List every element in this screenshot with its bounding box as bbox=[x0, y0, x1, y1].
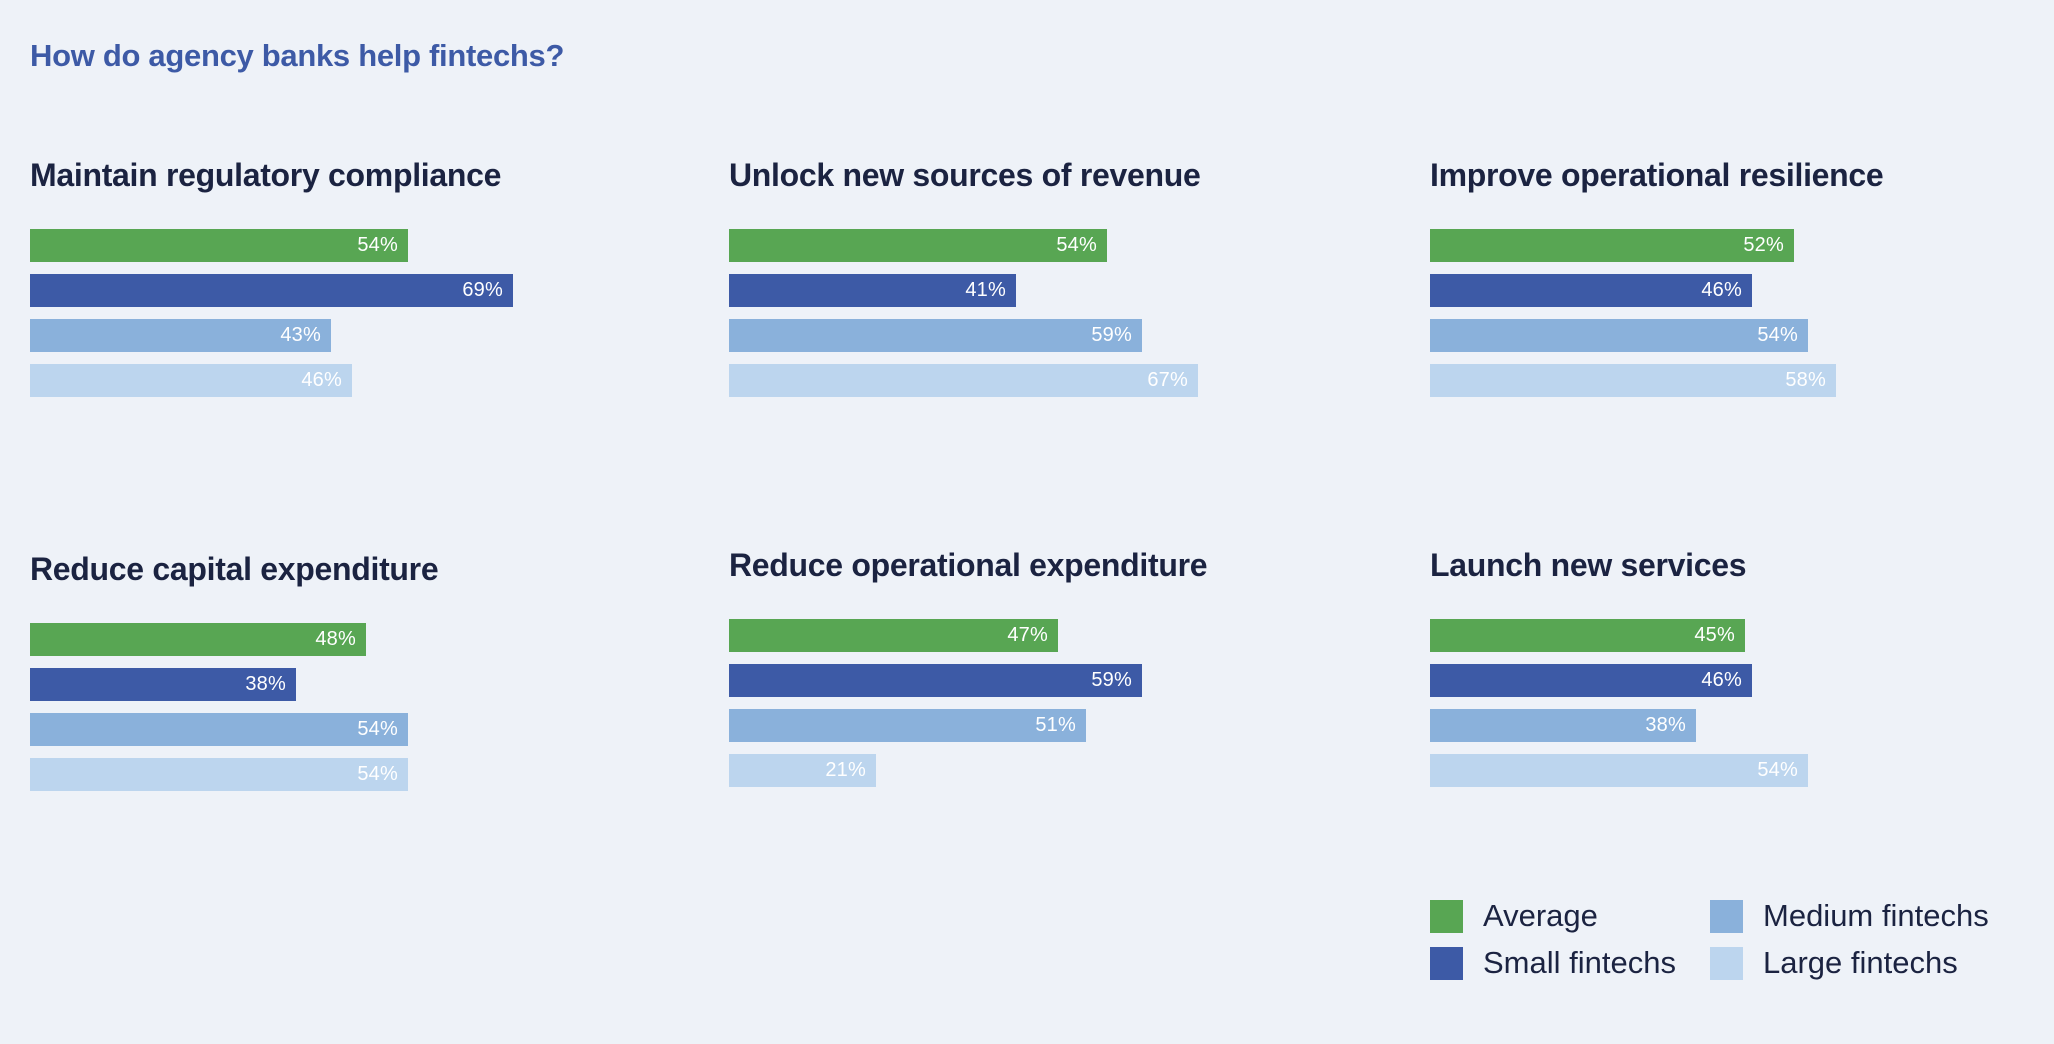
legend-label-large: Large fintechs bbox=[1763, 945, 1958, 980]
bar-value-label: 48% bbox=[315, 628, 356, 650]
bar-average: 47% bbox=[729, 619, 1058, 652]
bar-value-label: 38% bbox=[1645, 714, 1686, 736]
legend-label-small: Small fintechs bbox=[1483, 945, 1676, 980]
bar-small: 38% bbox=[30, 668, 296, 701]
bar-value-label: 67% bbox=[1147, 369, 1188, 391]
chart-title: Reduce capital expenditure bbox=[30, 551, 439, 587]
chart-title: Improve operational resilience bbox=[1430, 157, 1884, 193]
legend-swatch-large bbox=[1710, 946, 1743, 980]
bar-value-label: 54% bbox=[357, 763, 398, 785]
bar-value-label: 59% bbox=[1091, 669, 1132, 691]
bar-large: 67% bbox=[729, 364, 1198, 397]
bar-large: 54% bbox=[1430, 754, 1808, 787]
bar-value-label: 47% bbox=[1007, 624, 1048, 646]
bar-large: 54% bbox=[30, 758, 408, 791]
bar-average: 48% bbox=[30, 623, 366, 656]
bar-value-label: 59% bbox=[1091, 324, 1132, 346]
chart-panel-launch-new-services: Launch new services 45% 46% 38% 54% bbox=[1430, 547, 2050, 827]
chart-panel-reduce-operational-expenditure: Reduce operational expenditure 47% 59% 51% 2… bbox=[729, 547, 1349, 827]
bar-small: 46% bbox=[1430, 664, 1752, 697]
legend-item-small: Small fintechs bbox=[1430, 945, 1676, 981]
bar-medium: 54% bbox=[30, 713, 408, 746]
chart-title: Maintain regulatory compliance bbox=[30, 157, 502, 193]
bar-value-label: 46% bbox=[301, 369, 342, 391]
page-title: How do agency banks help fintechs? bbox=[30, 38, 565, 73]
bar-value-label: 54% bbox=[1757, 759, 1798, 781]
bar-large: 58% bbox=[1430, 364, 1836, 397]
chart-title: Reduce operational expenditure bbox=[729, 547, 1208, 583]
bar-group: 54% 41% 59% 67% bbox=[729, 229, 1349, 409]
chart-title: Launch new services bbox=[1430, 547, 1747, 583]
bar-medium: 38% bbox=[1430, 709, 1696, 742]
chart-panel-reduce-capital-expenditure: Reduce capital expenditure 48% 38% 54% 54% bbox=[30, 551, 650, 831]
bar-group: 45% 46% 38% 54% bbox=[1430, 619, 2050, 799]
chart-panel-improve-operational-resilience: Improve operational resilience 52% 46% 54% 5… bbox=[1430, 157, 2050, 437]
chart-panel-unlock-new-sources-of-revenue: Unlock new sources of revenue 54% 41% 59% 67… bbox=[729, 157, 1349, 437]
bar-small: 59% bbox=[729, 664, 1142, 697]
bar-average: 54% bbox=[30, 229, 408, 262]
bar-value-label: 38% bbox=[245, 673, 286, 695]
bar-value-label: 46% bbox=[1701, 279, 1742, 301]
legend-swatch-medium bbox=[1710, 899, 1743, 933]
bar-medium: 54% bbox=[1430, 319, 1808, 352]
bar-group: 48% 38% 54% 54% bbox=[30, 623, 650, 803]
bar-large: 46% bbox=[30, 364, 352, 397]
bar-small: 46% bbox=[1430, 274, 1752, 307]
bar-medium: 51% bbox=[729, 709, 1086, 742]
bar-large: 21% bbox=[729, 754, 876, 787]
bar-value-label: 54% bbox=[357, 234, 398, 256]
bar-value-label: 69% bbox=[462, 279, 503, 301]
bar-value-label: 54% bbox=[1757, 324, 1798, 346]
bar-average: 54% bbox=[729, 229, 1107, 262]
legend-swatch-small bbox=[1430, 946, 1463, 980]
legend-item-medium: Medium fintechs bbox=[1710, 898, 1989, 934]
bar-value-label: 41% bbox=[965, 279, 1006, 301]
bar-medium: 43% bbox=[30, 319, 331, 352]
legend-label-medium: Medium fintechs bbox=[1763, 898, 1989, 933]
bar-value-label: 52% bbox=[1743, 234, 1784, 256]
bar-group: 47% 59% 51% 21% bbox=[729, 619, 1349, 799]
bar-value-label: 46% bbox=[1701, 669, 1742, 691]
bar-group: 52% 46% 54% 58% bbox=[1430, 229, 2050, 409]
bar-group: 54% 69% 43% 46% bbox=[30, 229, 650, 409]
legend-item-average: Average bbox=[1430, 898, 1598, 934]
legend-item-large: Large fintechs bbox=[1710, 945, 1958, 981]
bar-value-label: 21% bbox=[825, 759, 866, 781]
bar-value-label: 54% bbox=[357, 718, 398, 740]
bar-value-label: 45% bbox=[1694, 624, 1735, 646]
bar-medium: 59% bbox=[729, 319, 1142, 352]
chart-title: Unlock new sources of revenue bbox=[729, 157, 1201, 193]
bar-value-label: 58% bbox=[1785, 369, 1826, 391]
chart-panel-maintain-regulatory-compliance: Maintain regulatory compliance 54% 69% 43% 4… bbox=[30, 157, 650, 437]
bar-small: 69% bbox=[30, 274, 513, 307]
bar-value-label: 43% bbox=[280, 324, 321, 346]
bar-average: 52% bbox=[1430, 229, 1794, 262]
bar-value-label: 54% bbox=[1056, 234, 1097, 256]
legend-label-average: Average bbox=[1483, 898, 1598, 933]
bar-value-label: 51% bbox=[1035, 714, 1076, 736]
bar-average: 45% bbox=[1430, 619, 1745, 652]
legend: Average Small fintechs Medium fintechs L… bbox=[1430, 898, 2030, 998]
bar-small: 41% bbox=[729, 274, 1016, 307]
legend-swatch-average bbox=[1430, 899, 1463, 933]
